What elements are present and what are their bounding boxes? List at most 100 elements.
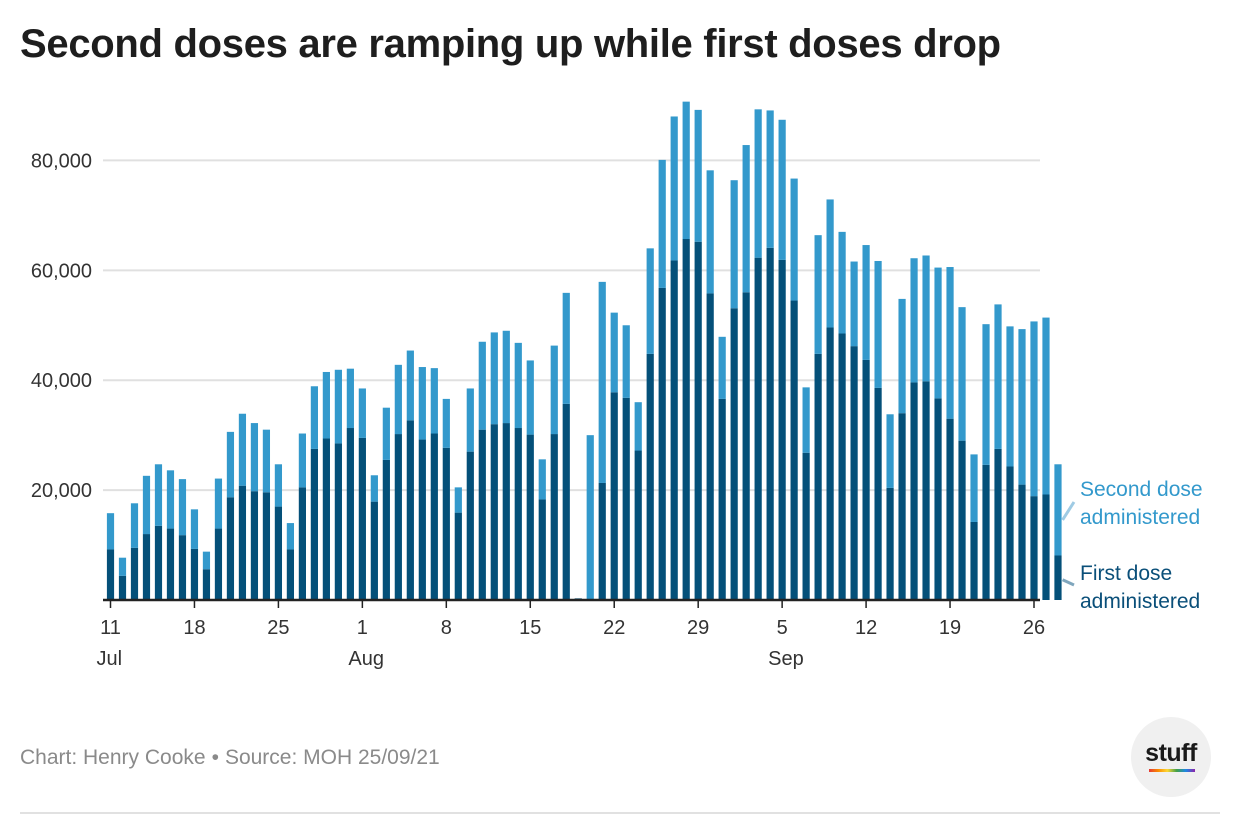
- bar-second-dose: [634, 402, 642, 451]
- bar-second-dose: [310, 386, 318, 449]
- bar-second-dose: [382, 407, 390, 460]
- bar-second-dose: [682, 101, 690, 240]
- bar-first-dose: [994, 448, 1002, 600]
- bar-second-dose: [790, 178, 798, 301]
- bar-first-dose: [298, 487, 306, 600]
- bar-first-dose: [730, 308, 738, 600]
- bar-second-dose: [226, 431, 235, 498]
- bar-second-dose: [238, 413, 247, 486]
- bar-second-dose: [190, 509, 199, 549]
- y-tick-label: 40,000: [31, 370, 92, 392]
- bar-second-dose: [994, 304, 1002, 449]
- y-tick-label: 60,000: [31, 260, 92, 282]
- bar-first-dose: [214, 528, 223, 600]
- bar-second-dose: [130, 503, 139, 548]
- bar-first-dose: [142, 534, 151, 600]
- bar-first-dose: [802, 452, 810, 600]
- bar-second-dose: [1018, 329, 1026, 485]
- bar-first-dose: [658, 287, 666, 600]
- bar-first-dose: [898, 413, 906, 600]
- legend-second-dose: Second dose administered: [1080, 478, 1203, 529]
- bar-first-dose: [814, 353, 822, 600]
- bar-first-dose: [478, 429, 486, 600]
- y-tick-label: 80,000: [31, 150, 92, 172]
- x-tick-label: 12: [855, 617, 877, 639]
- bar-second-dose: [934, 267, 942, 399]
- x-tick-label: 15: [519, 617, 541, 639]
- bar-first-dose: [598, 482, 606, 600]
- bar-second-dose: [766, 110, 774, 248]
- bar-second-dose: [946, 267, 954, 419]
- bar-first-dose: [526, 434, 534, 600]
- bar-second-dose: [886, 414, 894, 488]
- bar-second-dose: [658, 159, 666, 288]
- bar-second-dose: [478, 341, 486, 430]
- bar-first-dose: [442, 447, 450, 600]
- legend-first-dose: First dose administered: [1080, 562, 1200, 613]
- bar-second-dose: [778, 119, 786, 260]
- bar-first-dose: [130, 547, 139, 600]
- bar-first-dose: [922, 381, 930, 600]
- bar-first-dose: [118, 575, 127, 600]
- bar-second-dose: [406, 350, 414, 421]
- x-month-label: Jul: [97, 648, 123, 670]
- bar-second-dose: [334, 369, 342, 444]
- bar-second-dose: [526, 360, 534, 435]
- x-tick-label: 18: [183, 617, 205, 639]
- bar-first-dose: [430, 433, 438, 600]
- bar-second-dose: [490, 332, 498, 425]
- bar-first-dose: [634, 450, 642, 600]
- bar-first-dose: [1018, 484, 1026, 600]
- bar-second-dose: [898, 298, 906, 414]
- chart-title: Second doses are ramping up while first …: [20, 22, 1001, 66]
- direct-legend: Second dose administered First dose adminis…: [1061, 478, 1203, 613]
- bar-first-dose: [982, 464, 990, 600]
- bar-second-dose: [670, 116, 678, 261]
- bar-first-dose: [394, 434, 402, 600]
- bar-first-dose: [250, 491, 259, 600]
- x-axis-labels: 11 Jul 18 25 1 Aug 8 15 22 29 5 Sep 12 19 26: [97, 617, 1046, 670]
- bar-second-dose: [1042, 317, 1050, 495]
- bar-first-dose: [694, 241, 702, 601]
- bar-second-dose: [1006, 326, 1014, 467]
- legend-second-dose-line: administered: [1080, 506, 1200, 529]
- bar-first-dose: [238, 485, 247, 600]
- legend-first-dose-line: First dose: [1080, 562, 1172, 585]
- x-month-label: Aug: [348, 648, 384, 670]
- bar-first-dose: [934, 398, 942, 600]
- bar-second-dose: [442, 398, 450, 448]
- bar-second-dose: [850, 261, 858, 347]
- bar-first-dose: [274, 506, 283, 600]
- bars: [106, 101, 1062, 601]
- bar-second-dose: [958, 307, 966, 441]
- bar-first-dose: [286, 549, 295, 600]
- credit-separator: •: [211, 746, 219, 769]
- bar-second-dose: [214, 478, 223, 529]
- bar-first-dose: [346, 428, 354, 600]
- bar-first-dose: [754, 257, 762, 600]
- bar-first-dose: [262, 492, 271, 600]
- bar-first-dose: [418, 439, 426, 600]
- bar-first-dose: [946, 418, 954, 600]
- bar-second-dose: [970, 454, 978, 522]
- bar-second-dose: [370, 475, 378, 502]
- bar-second-dose: [262, 429, 271, 493]
- bar-first-dose: [154, 525, 163, 600]
- bar-first-dose: [550, 434, 558, 600]
- bar-second-dose: [862, 245, 870, 360]
- x-tick-label: 22: [603, 617, 625, 639]
- bar-first-dose: [622, 397, 630, 600]
- bar-first-dose: [862, 359, 870, 600]
- bar-first-dose: [358, 437, 366, 600]
- bar-first-dose: [1030, 496, 1038, 600]
- bar-first-dose: [106, 549, 115, 600]
- bar-second-dose: [610, 312, 618, 393]
- bar-first-dose: [778, 259, 786, 600]
- bar-second-dose: [394, 364, 402, 435]
- bar-second-dose: [922, 255, 930, 382]
- bar-second-dose: [982, 324, 990, 465]
- bar-first-dose: [718, 398, 726, 600]
- first-dose-leader-line: [1061, 578, 1075, 587]
- bar-first-dose: [610, 392, 618, 600]
- bar-first-dose: [1054, 555, 1062, 600]
